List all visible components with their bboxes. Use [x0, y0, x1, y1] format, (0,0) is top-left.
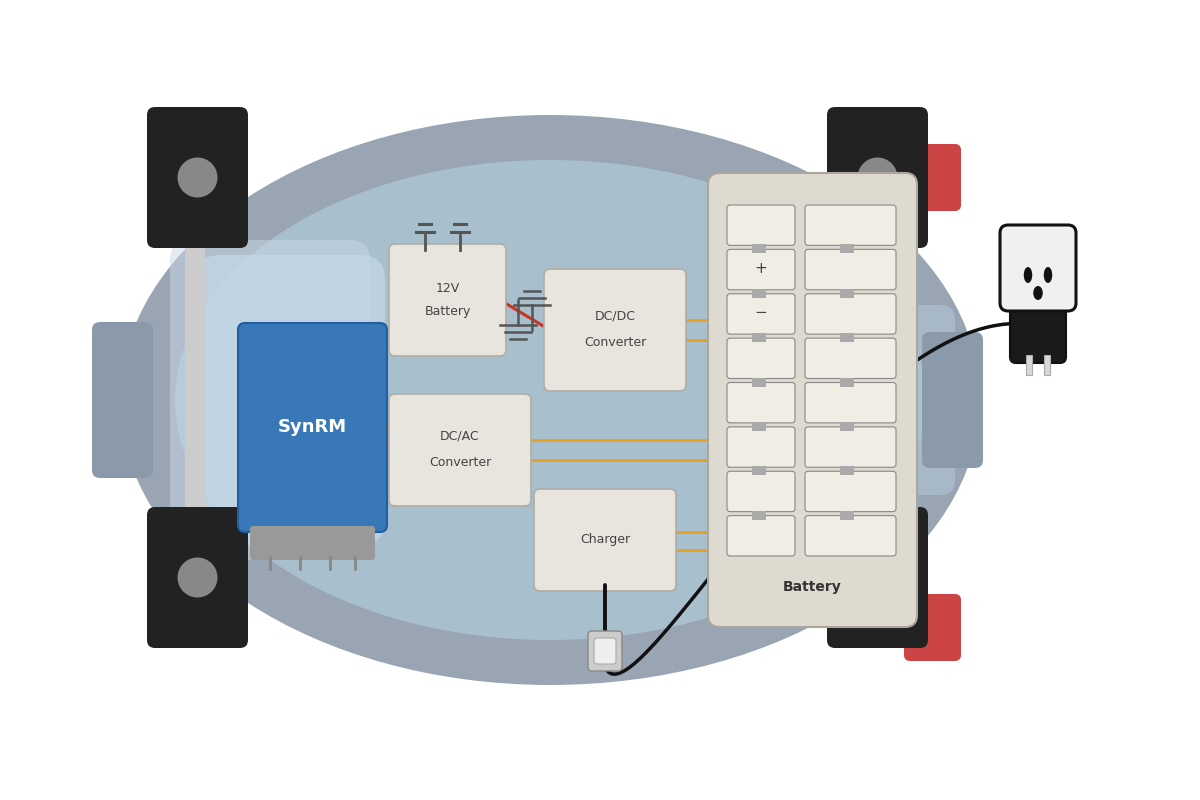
FancyBboxPatch shape	[727, 250, 794, 290]
Bar	[752, 289, 766, 298]
FancyBboxPatch shape	[92, 322, 154, 478]
Bar	[1044, 355, 1050, 375]
FancyBboxPatch shape	[827, 507, 928, 648]
FancyBboxPatch shape	[805, 471, 896, 512]
Text: Converter: Converter	[584, 335, 646, 349]
Circle shape	[178, 558, 217, 598]
Text: +: +	[755, 261, 767, 276]
FancyBboxPatch shape	[594, 638, 616, 664]
FancyBboxPatch shape	[727, 382, 794, 423]
FancyBboxPatch shape	[922, 332, 983, 468]
FancyBboxPatch shape	[238, 323, 388, 532]
Bar	[840, 244, 854, 254]
FancyBboxPatch shape	[827, 107, 928, 248]
FancyBboxPatch shape	[805, 382, 896, 423]
FancyBboxPatch shape	[727, 471, 794, 512]
Bar	[752, 466, 766, 475]
Bar	[840, 289, 854, 298]
Bar	[1026, 355, 1032, 375]
FancyBboxPatch shape	[250, 526, 376, 560]
FancyBboxPatch shape	[1010, 296, 1066, 363]
Text: Converter: Converter	[428, 455, 491, 469]
Ellipse shape	[120, 115, 980, 685]
Bar	[752, 378, 766, 386]
Bar	[840, 378, 854, 386]
FancyBboxPatch shape	[805, 294, 896, 334]
Ellipse shape	[1033, 286, 1043, 300]
Bar	[752, 510, 766, 520]
FancyBboxPatch shape	[727, 294, 794, 334]
Bar	[840, 333, 854, 342]
FancyBboxPatch shape	[805, 516, 896, 556]
Bar	[752, 244, 766, 254]
FancyBboxPatch shape	[1000, 225, 1076, 311]
FancyBboxPatch shape	[805, 338, 896, 378]
Ellipse shape	[1044, 267, 1052, 283]
FancyBboxPatch shape	[170, 240, 370, 560]
FancyBboxPatch shape	[845, 305, 955, 495]
FancyBboxPatch shape	[904, 144, 961, 211]
Text: DC/AC: DC/AC	[440, 430, 480, 442]
Ellipse shape	[175, 160, 925, 640]
Bar	[752, 422, 766, 431]
FancyBboxPatch shape	[544, 269, 686, 391]
FancyBboxPatch shape	[534, 489, 676, 591]
FancyBboxPatch shape	[389, 394, 530, 506]
Circle shape	[178, 158, 217, 198]
Text: Battery: Battery	[425, 306, 470, 318]
Text: Charger: Charger	[580, 534, 630, 546]
Text: Battery: Battery	[784, 580, 842, 594]
FancyBboxPatch shape	[389, 244, 506, 356]
Bar	[865, 240, 884, 515]
FancyBboxPatch shape	[727, 205, 794, 246]
Bar	[185, 240, 205, 515]
Ellipse shape	[1024, 267, 1032, 283]
FancyBboxPatch shape	[727, 427, 794, 467]
Text: SynRM: SynRM	[278, 418, 347, 437]
FancyBboxPatch shape	[805, 250, 896, 290]
FancyBboxPatch shape	[727, 516, 794, 556]
Circle shape	[858, 158, 898, 198]
Text: 12V: 12V	[436, 282, 460, 294]
Bar	[840, 466, 854, 475]
FancyBboxPatch shape	[805, 427, 896, 467]
Bar	[840, 510, 854, 520]
FancyBboxPatch shape	[708, 173, 917, 627]
Bar	[752, 333, 766, 342]
FancyBboxPatch shape	[588, 631, 622, 671]
FancyBboxPatch shape	[727, 338, 794, 378]
Bar	[840, 422, 854, 431]
FancyBboxPatch shape	[904, 594, 961, 661]
FancyBboxPatch shape	[196, 255, 385, 545]
FancyBboxPatch shape	[148, 507, 248, 648]
FancyBboxPatch shape	[805, 205, 896, 246]
Text: DC/DC: DC/DC	[594, 310, 636, 322]
Text: −: −	[755, 306, 767, 321]
FancyBboxPatch shape	[148, 107, 248, 248]
Circle shape	[858, 558, 898, 598]
